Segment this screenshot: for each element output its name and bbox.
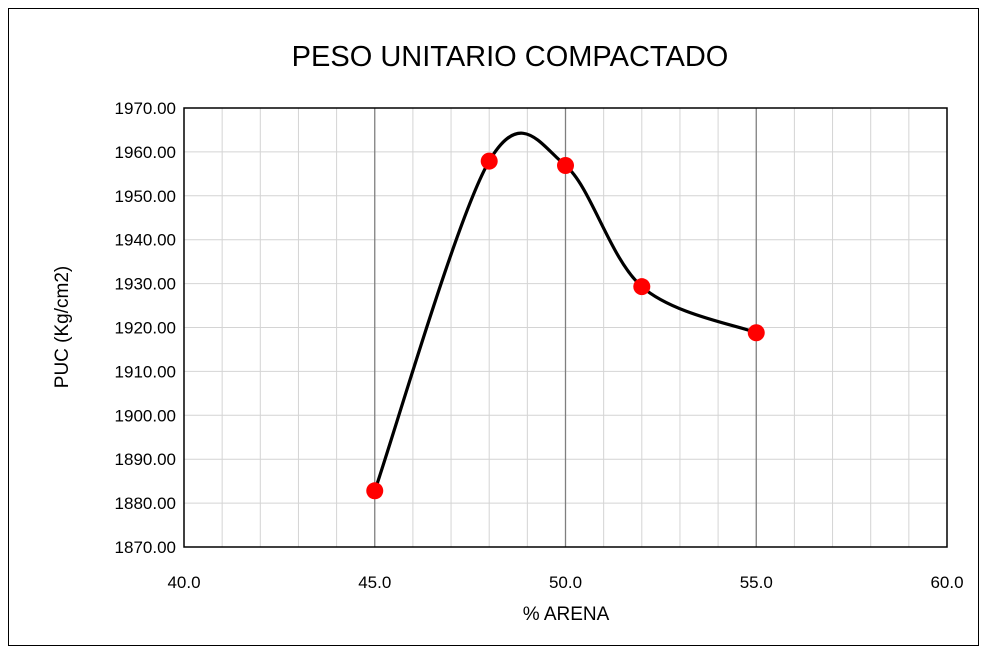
x-tick-label: 55.0: [740, 573, 773, 592]
data-point: [633, 278, 651, 296]
x-tick-labels: 40.0 45.0 50.0 55.0 60.0: [167, 573, 963, 592]
data-point: [557, 157, 574, 175]
y-tick-label: 1950.00: [115, 187, 176, 206]
x-tick-label: 40.0: [167, 573, 200, 592]
chart-title: PESO UNITARIO COMPACTADO: [292, 41, 729, 73]
y-tick-label: 1890.00: [115, 450, 176, 469]
y-tick-label: 1940.00: [115, 231, 176, 250]
data-point: [747, 324, 765, 342]
x-tick-label: 50.0: [549, 573, 582, 592]
y-tick-label: 1880.00: [115, 494, 176, 513]
data-markers: [366, 152, 765, 500]
x-tick-label: 45.0: [358, 573, 391, 592]
y-axis-title: PUC (Kg/cm2): [52, 266, 73, 388]
y-tick-label: 1930.00: [115, 275, 176, 294]
y-tick-label: 1900.00: [115, 406, 176, 425]
y-tick-label: 1920.00: [115, 319, 176, 338]
plot-border: [183, 107, 948, 548]
plot-area-border: [183, 107, 948, 548]
y-tick-label: 1870.00: [115, 538, 176, 557]
series-line: [373, 131, 757, 492]
series-0-line: [373, 131, 757, 492]
y-tick-label: 1910.00: [115, 362, 176, 381]
data-point: [480, 152, 498, 170]
y-tick-label: 1960.00: [115, 143, 176, 162]
x-axis-title: % ARENA: [523, 604, 610, 625]
x-tick-label: 60.0: [930, 573, 963, 592]
data-point: [366, 482, 384, 500]
y-tick-label: 1970.00: [115, 99, 176, 118]
y-tick-labels: 1870.00 1880.00 1890.00 1900.00 1910.00 1920.…: [115, 99, 176, 557]
